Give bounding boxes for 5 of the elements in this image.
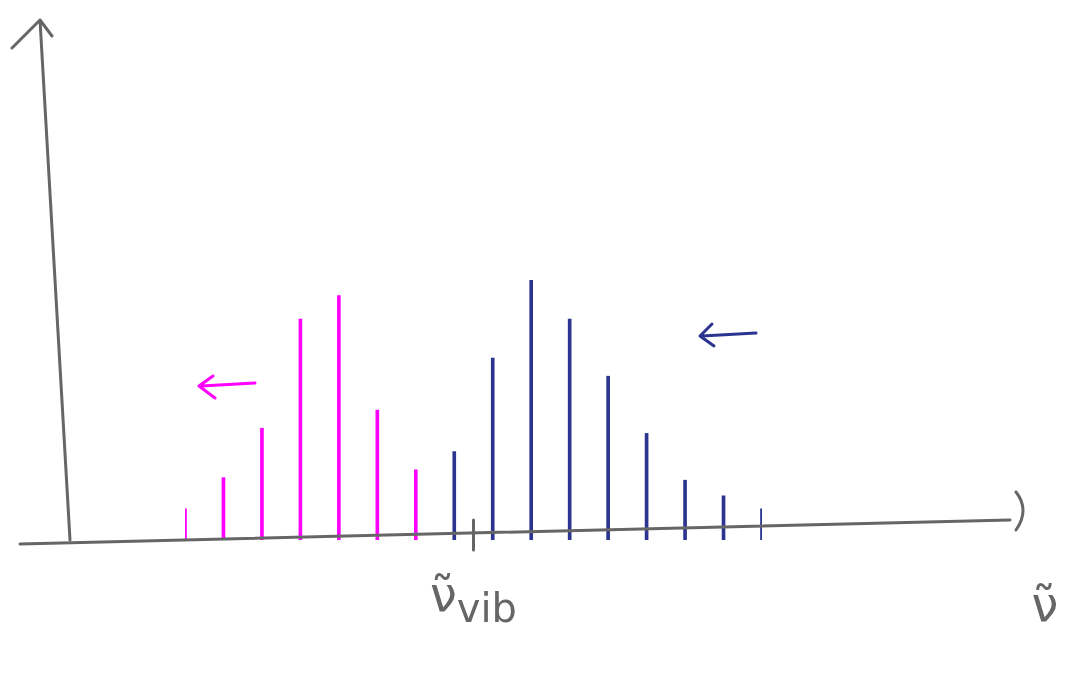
text: ν̃ bbox=[1031, 576, 1059, 632]
bar bbox=[529, 280, 534, 540]
bar bbox=[337, 295, 341, 540]
bar bbox=[490, 357, 495, 540]
text: ν̃$_{vib}$ bbox=[430, 566, 517, 631]
